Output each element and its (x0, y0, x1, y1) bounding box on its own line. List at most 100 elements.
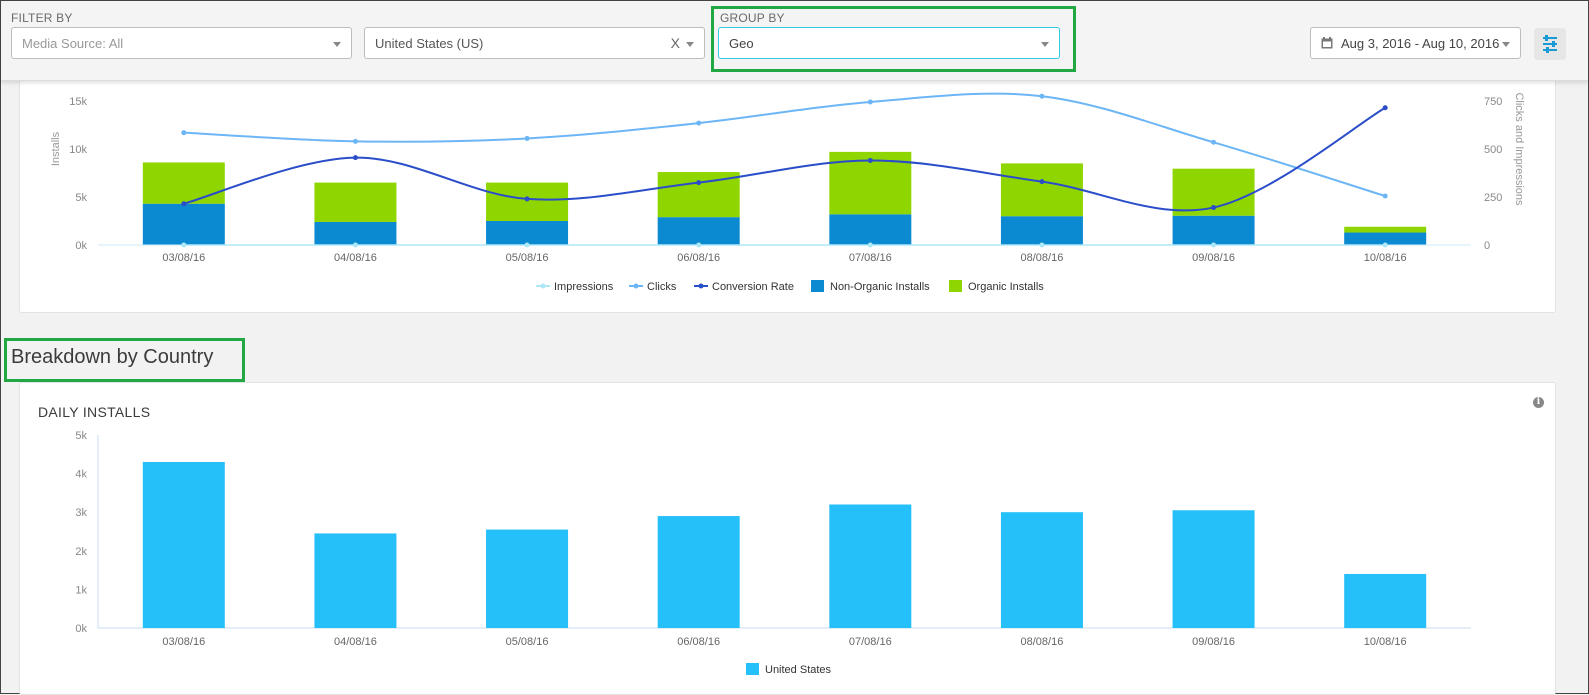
clicks-point (524, 135, 530, 141)
y-left-axis-title: Installs (50, 131, 62, 166)
united-states-bar (142, 462, 225, 628)
daily-installs-chart: 0k 1k 2k 3k 4k 5k 03/08/16 04/08/16 05/08/16 06/0… (75, 430, 1471, 676)
impressions-point (1382, 242, 1388, 248)
united-states-bar (657, 516, 740, 628)
x-tick-label: 03/08/16 (162, 252, 205, 264)
united-states-bar (314, 533, 397, 628)
legend-organic-installs-swatch (949, 280, 962, 292)
clicks-point (1039, 93, 1045, 99)
united-states-bar (829, 504, 912, 628)
non-organic-installs-bar (829, 214, 912, 245)
y-tick-label: 4k (75, 469, 87, 481)
conversion-rate-point (1382, 105, 1388, 111)
x-tick-label: 08/08/16 (1021, 252, 1064, 264)
organic-installs-bar (314, 182, 397, 222)
media-source-select[interactable]: Media Source: All (11, 27, 352, 59)
conversion-rate-point (867, 158, 873, 164)
daily-installs-title: DAILY INSTALLS (38, 404, 151, 420)
impressions-point (696, 242, 702, 248)
chevron-down-icon[interactable] (686, 42, 694, 47)
clicks-point (181, 130, 187, 136)
x-tick-label: 04/08/16 (334, 252, 377, 264)
y-right-tick-label: 750 (1484, 96, 1502, 108)
legend-impressions-label: Impressions (554, 281, 614, 293)
section-title-highlight (4, 338, 245, 382)
y-left-tick-label: 15k (69, 96, 87, 108)
filter-bar: FILTER BY Media Source: All United State… (1, 1, 1588, 81)
clicks-point (1382, 193, 1388, 199)
country-select[interactable]: United States (US) X (364, 27, 705, 59)
organic-installs-bar (486, 182, 569, 221)
x-tick-label: 07/08/16 (849, 252, 892, 264)
installs-clicks-chart: 0k 5k 10k 15k 0 250 500 750 Installs Clicks and I… (50, 92, 1525, 293)
non-organic-installs-bar (142, 203, 225, 245)
y-tick-label: 1k (75, 584, 87, 596)
clicks-point (352, 138, 358, 144)
conversion-rate-point (352, 155, 358, 161)
non-organic-installs-bar (657, 217, 740, 245)
clicks-line (183, 92, 1386, 197)
x-tick-label: 09/08/16 (1192, 636, 1235, 648)
y-right-axis-title: Clicks and Impressions (1513, 92, 1525, 206)
x-tick-label: 04/08/16 (334, 636, 377, 648)
group-by-value: Geo (729, 36, 754, 51)
organic-installs-bar (142, 162, 225, 204)
impressions-point (867, 242, 873, 248)
info-icon[interactable]: i (1533, 397, 1544, 408)
group-by-select[interactable]: Geo (718, 27, 1060, 59)
legend-impressions-marker (540, 283, 546, 289)
y-left-tick-label: 10k (69, 144, 87, 156)
calendar-icon (1321, 37, 1333, 49)
united-states-bar (486, 529, 569, 628)
x-tick-label: 08/08/16 (1021, 636, 1064, 648)
section-title: Breakdown by Country (11, 346, 214, 368)
x-tick-label: 10/08/16 (1364, 636, 1407, 648)
date-range-picker[interactable]: Aug 3, 2016 - Aug 10, 2016 (1310, 27, 1521, 59)
clear-icon[interactable]: X (670, 35, 680, 51)
sliders-icon (1543, 35, 1557, 53)
x-tick-label: 05/08/16 (506, 636, 549, 648)
impressions-point (524, 242, 530, 248)
legend-non-organic-installs-swatch (811, 280, 824, 292)
group-by-label: GROUP BY (720, 11, 785, 25)
non-organic-installs-bar (1344, 232, 1427, 245)
united-states-bar (1344, 573, 1427, 628)
impressions-point (181, 242, 187, 248)
y-right-tick-label: 500 (1484, 144, 1502, 156)
organic-installs-bar (1344, 226, 1427, 233)
non-organic-installs-bar (1000, 216, 1083, 245)
x-tick-label: 06/08/16 (677, 252, 720, 264)
chart-settings-button[interactable] (1534, 28, 1566, 60)
legend-united-states-swatch (746, 663, 759, 675)
conversion-rate-point (181, 201, 187, 207)
legend-non-organic-installs-label: Non-Organic Installs (830, 281, 930, 293)
y-right-tick-label: 0 (1484, 240, 1490, 252)
non-organic-installs-bar (314, 221, 397, 245)
united-states-bar (1172, 510, 1255, 628)
clicks-point (1211, 139, 1217, 145)
filter-by-label: FILTER BY (11, 11, 73, 25)
legend-conversion-rate-marker (698, 283, 704, 289)
conversion-rate-line (183, 106, 1386, 212)
y-left-tick-label: 5k (75, 192, 87, 204)
x-tick-label: 05/08/16 (506, 252, 549, 264)
x-tick-label: 06/08/16 (677, 636, 720, 648)
united-states-bar (1000, 512, 1083, 628)
y-tick-label: 5k (75, 430, 87, 442)
chevron-down-icon (1041, 42, 1049, 47)
legend-organic-installs-label: Organic Installs (968, 281, 1044, 293)
x-tick-label: 07/08/16 (849, 636, 892, 648)
non-organic-installs-bar (486, 221, 569, 245)
conversion-rate-point (696, 180, 702, 186)
legend-clicks-label: Clicks (647, 281, 677, 293)
y-tick-label: 0k (75, 623, 87, 635)
chevron-down-icon (1502, 42, 1510, 47)
x-tick-label: 09/08/16 (1192, 252, 1235, 264)
conversion-rate-point (524, 196, 530, 202)
country-value: United States (US) (375, 36, 484, 51)
non-organic-installs-bar (1172, 215, 1255, 245)
impressions-point (352, 242, 358, 248)
conversion-rate-point (1039, 179, 1045, 185)
y-left-tick-label: 0k (75, 240, 87, 252)
group-by-highlight (711, 6, 1076, 72)
